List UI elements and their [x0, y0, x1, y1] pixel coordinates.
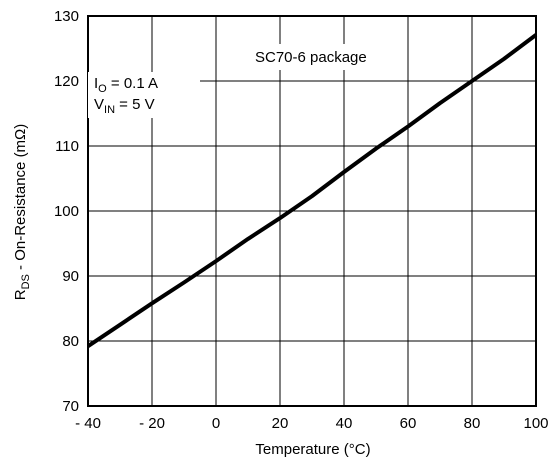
y-tick-label-2: 90	[62, 268, 79, 285]
plot-frame	[87, 15, 537, 407]
x-axis-label: Temperature (°C)	[255, 441, 370, 458]
x-tick-label-1: - 20	[139, 415, 165, 432]
series-line-rds	[86, 33, 538, 348]
conditions-box	[88, 72, 200, 118]
x-tick-label-7: 100	[523, 415, 548, 432]
y-tick-label-0: 70	[62, 398, 79, 415]
vin-annotation: VIN = 5 V	[94, 96, 155, 116]
x-tick-label-2: 0	[212, 415, 220, 432]
x-tick-label-0: - 40	[75, 415, 101, 432]
y-tick-label-1: 80	[62, 333, 79, 350]
y-axis-label: RDS - On-Resistance (mΩ)	[12, 124, 32, 301]
y-tick-labels: 70 80 90 100 110 120 130	[54, 8, 79, 415]
package-annotation: SC70-6 package	[255, 49, 367, 66]
annotation-box	[244, 44, 406, 70]
io-annotation: IO = 0.1 A	[94, 75, 158, 95]
y-tick-label-3: 100	[54, 203, 79, 220]
x-tick-label-6: 80	[464, 415, 481, 432]
y-tick-label-6: 130	[54, 8, 79, 25]
x-tick-label-5: 60	[400, 415, 417, 432]
x-tick-label-4: 40	[336, 415, 353, 432]
x-tick-label-3: 20	[272, 415, 289, 432]
y-tick-label-4: 110	[55, 138, 79, 155]
x-tick-labels: - 40 - 20 0 20 40 60 80 100	[75, 415, 548, 432]
y-tick-label-5: 120	[54, 73, 79, 90]
